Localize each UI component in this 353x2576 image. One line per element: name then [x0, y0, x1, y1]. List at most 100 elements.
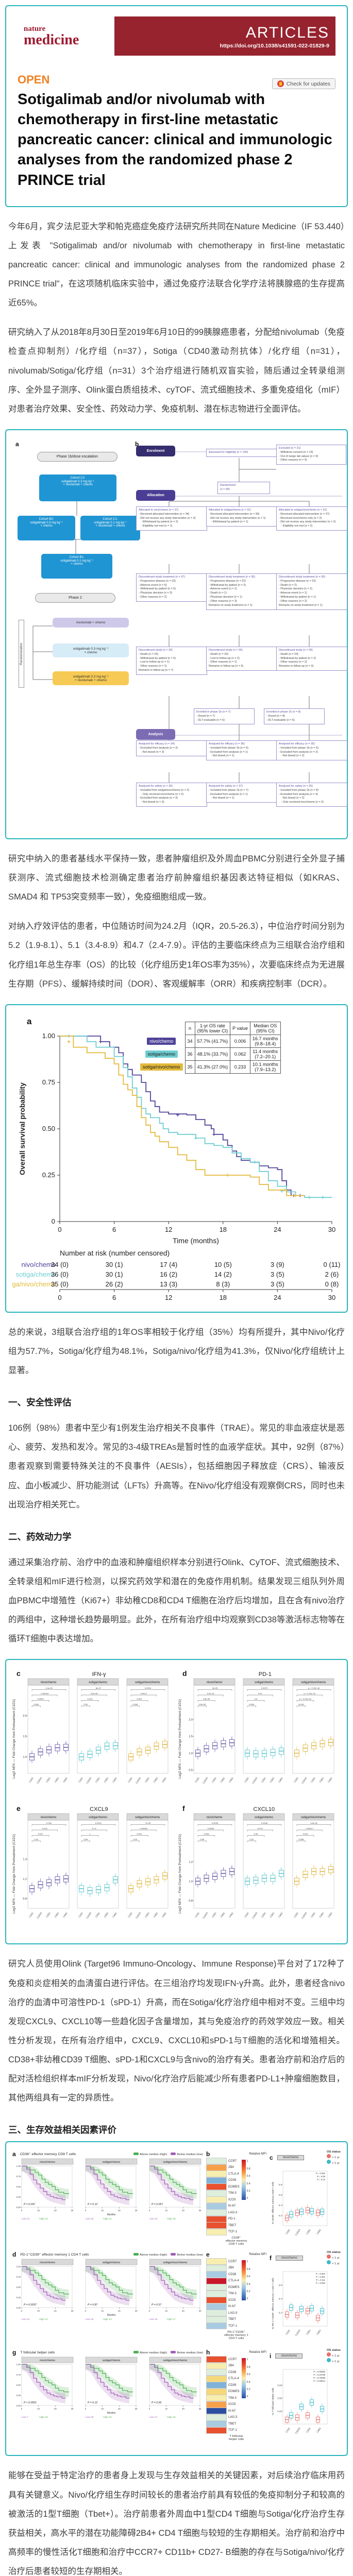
protein-panel: d PD-1 Log2 NPX — Fold Change from Pretrea…	[178, 1668, 339, 1800]
figure-consort-flowchart: a b Phase 1b/dose escalation Cohort C2: sot…	[5, 429, 348, 839]
svg-text:C1D1: C1D1	[28, 1777, 34, 1784]
factor-km-subpanel: sotiga/chemo P = 0.87 0 10 20 30 Months Low 15 H…	[85, 2259, 138, 2321]
svg-text:3e-09: 3e-09	[212, 1687, 218, 1689]
svg-text:C4D1: C4D1	[228, 1777, 234, 1784]
svg-text:0.012: 0.012	[137, 1833, 142, 1835]
protein-panel: f CXCL10 Log2 NPX — Fold Change from Pretr…	[178, 1803, 339, 1935]
svg-text:sotiga/nivo/chemo: sotiga/nivo/chemo	[163, 2261, 188, 2264]
svg-text:0.64: 0.64	[200, 1838, 205, 1841]
km-legend-chip: nivo/chemo	[147, 1037, 176, 1045]
factor-km-subpanel: sotiga/chemo P = 0.120 10 20 30 Months Low 16 H…	[85, 2159, 138, 2221]
svg-text:0.026: 0.026	[204, 1833, 209, 1835]
svg-text:0.50: 0.50	[16, 2185, 21, 2188]
heatmap-cell	[206, 2395, 227, 2402]
check-for-updates-button[interactable]: Check for updates	[272, 78, 335, 89]
svg-text:C1D1: C1D1	[285, 2229, 291, 2235]
paragraph-baseline: 研究中纳入的患者基线水平保持一致，患者肿瘤组织及外周血PBMC分别进行全外显子捕…	[8, 854, 345, 902]
protein-subpanel: nivo/chemo 0.8 1.0 1.2 0.64 0.026 0.0058 0.0035…	[189, 1814, 236, 1920]
svg-text:0: 0	[58, 1226, 61, 1233]
svg-text:C1D15: C1D15	[86, 1777, 92, 1785]
heatmap-cell	[206, 2323, 227, 2330]
journal-banner: nature medicine ARTICLES https://doi.org…	[18, 16, 335, 56]
svg-text:Low 12: Low 12	[22, 2318, 30, 2321]
svg-text:0.75: 0.75	[16, 2276, 21, 2278]
svg-text:30: 30	[328, 1226, 335, 1233]
svg-text:C3D1: C3D1	[54, 1777, 60, 1784]
flow-efficacy-box: Analyzed for efficacy (n = 34) - Excluded…	[136, 740, 207, 757]
svg-text:0: 0	[149, 2310, 150, 2312]
svg-text:P = 0.57: P = 0.57	[152, 2303, 162, 2307]
heatmap-cell	[206, 2190, 227, 2197]
svg-text:P = 0.0037: P = 0.0037	[24, 2303, 37, 2307]
flow-stage-box: Analysis	[136, 728, 175, 740]
svg-text:C2D1: C2D1	[261, 1777, 266, 1784]
figure-survival-factors: a CD38⁺ effector memory CD8 T cells Above …	[5, 2141, 348, 2456]
svg-text:16 (2): 16 (2)	[160, 1270, 177, 1278]
svg-text:0.2: 0.2	[279, 2214, 282, 2217]
svg-text:% CD38⁺ effector memory CD8 T: % CD38⁺ effector memory CD8 T cells	[272, 2182, 275, 2225]
doi-link[interactable]: https://doi.org/10.1038/s41591-022-01829…	[220, 43, 329, 49]
flow-arm-box: nivolumab + chemo	[53, 617, 129, 628]
heatmap-cell	[206, 2264, 227, 2272]
heatmap-cell	[206, 2369, 227, 2376]
svg-text:C4D1: C4D1	[228, 1912, 234, 1919]
svg-text:C3D1: C3D1	[270, 1777, 275, 1784]
svg-text:20: 20	[118, 2408, 121, 2410]
heatmap-cell	[206, 2414, 227, 2421]
heatmap-cell	[206, 2382, 227, 2389]
svg-text:30: 30	[135, 2408, 138, 2410]
svg-text:C2D1: C2D1	[211, 1777, 217, 1784]
svg-text:0.093: 0.093	[249, 1703, 255, 1706]
svg-text:0.017: 0.017	[38, 1833, 43, 1835]
svg-text:10: 10	[37, 2408, 40, 2410]
factor-boxplot: f nivo/chemo OS status < 1 yr. > 1 yr. 0.2 0.4…	[270, 2251, 341, 2337]
svg-text:0: 0	[21, 2310, 23, 2312]
svg-text:0.0016: 0.0016	[145, 1687, 152, 1689]
svg-text:P = 0.66: P = 0.66	[152, 2401, 161, 2404]
check-for-updates-label: Check for updates	[286, 80, 330, 87]
svg-text:C1D15: C1D15	[301, 1912, 307, 1920]
svg-text:0: 0	[85, 2209, 87, 2212]
svg-text:nivo/chemo: nivo/chemo	[22, 1261, 56, 1268]
svg-text:2.0: 2.0	[189, 1719, 193, 1722]
svg-text:C1D15: C1D15	[251, 1777, 258, 1785]
svg-text:P = 0.261: P = 0.261	[316, 2276, 326, 2278]
svg-text:10: 10	[37, 2209, 40, 2212]
heatmap-cell	[206, 2310, 227, 2317]
svg-text:C1D1: C1D1	[293, 1777, 299, 1784]
svg-text:1e-09: 1e-09	[298, 1703, 304, 1706]
flow-cohort-box: Cohort B2: sotigalimab 0.3 mg kg⁻¹ + che…	[18, 515, 75, 540]
km-legend-chip: sotiga/nivo/chemo	[140, 1063, 183, 1071]
svg-text:0.03: 0.03	[133, 1838, 138, 1841]
protein-subpanel: sotiga/chemo 0.84 1 0.73 0.0021 C1D1 C1D15 C2D1…	[77, 1814, 119, 1920]
svg-text:High 15: High 15	[167, 2416, 176, 2419]
svg-text:C1D15: C1D15	[202, 1912, 208, 1920]
svg-text:1.1: 1.1	[23, 1878, 27, 1881]
svg-text:C1D15: C1D15	[36, 1777, 42, 1785]
svg-text:C4D1: C4D1	[316, 2229, 322, 2235]
svg-text:0.50: 0.50	[16, 2286, 21, 2289]
svg-text:C2D1: C2D1	[144, 1912, 150, 1919]
svg-text:Months: Months	[107, 2412, 116, 2415]
svg-text:C2D1: C2D1	[211, 1912, 217, 1919]
svg-text:0: 0	[21, 2408, 23, 2410]
flow-stage-box: Allocation	[136, 489, 175, 501]
svg-text:0.84: 0.84	[83, 1838, 88, 1841]
svg-text:0.001: 0.001	[137, 1698, 142, 1700]
svg-text:0.6: 0.6	[279, 2194, 282, 2196]
heatmap-cell	[206, 2284, 227, 2291]
svg-text:1.00: 1.00	[16, 2165, 21, 2167]
svg-text:3 (5): 3 (5)	[271, 1270, 284, 1278]
svg-text:Low 17: Low 17	[149, 2416, 158, 2419]
mfi-colorbar	[241, 2358, 246, 2399]
svg-text:Low 15: Low 15	[86, 2318, 94, 2321]
svg-text:P = 0.87: P = 0.87	[88, 2303, 98, 2307]
svg-text:7e-05: 7e-05	[145, 1822, 151, 1824]
svg-text:6: 6	[112, 1226, 116, 1233]
svg-text:18: 18	[220, 1226, 227, 1233]
heatmap-cell	[206, 2388, 227, 2395]
factor-row: a CD38⁺ effector memory CD8 T cells Above …	[12, 2150, 341, 2246]
svg-text:C1D15: C1D15	[135, 1777, 141, 1785]
svg-text:C1D15: C1D15	[36, 1912, 42, 1920]
svg-text:C1D15: C1D15	[295, 2427, 301, 2435]
